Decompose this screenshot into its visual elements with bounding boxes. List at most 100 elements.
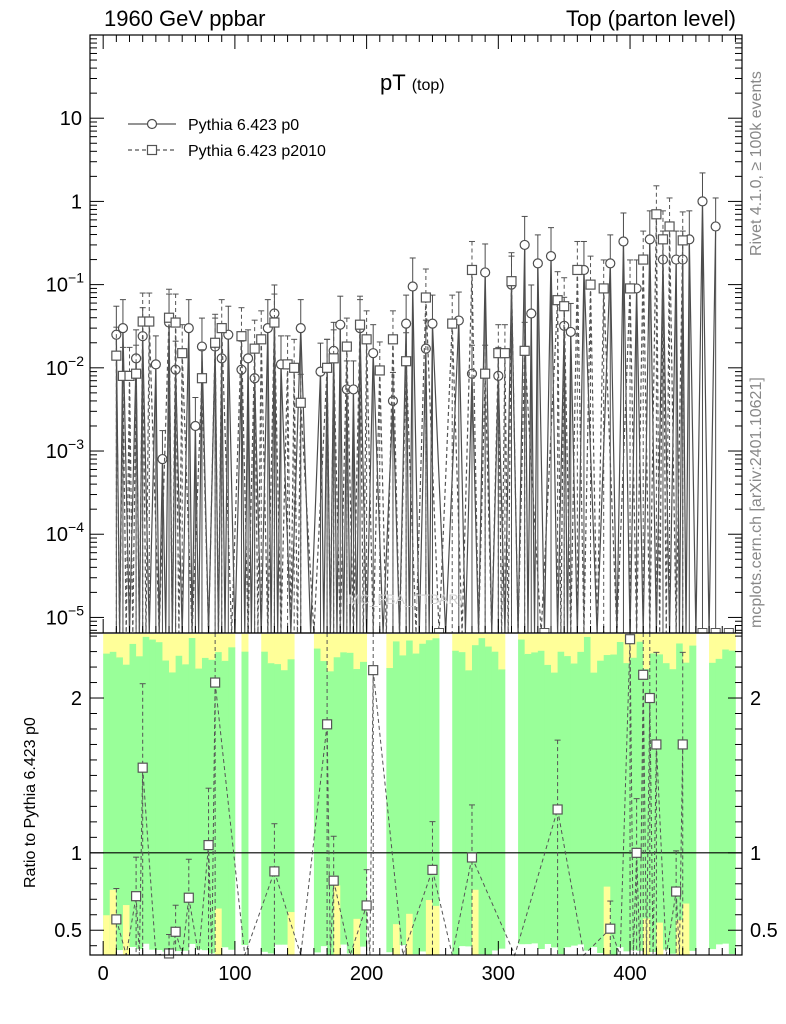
ratio-band-outer (155, 634, 163, 644)
ratio-band-outer (425, 634, 433, 642)
legend-entry-p2010: Pythia 6.423 p2010 (188, 143, 326, 160)
ratio-band-outer (392, 634, 400, 643)
ratio-band-inner (182, 664, 190, 951)
data-point-square (236, 331, 247, 342)
ratio-point (328, 875, 339, 886)
data-point-square (196, 373, 208, 384)
ratio-band-inner (333, 657, 341, 950)
data-point-square (572, 264, 583, 276)
series-line (201, 342, 216, 634)
data-point-circle (150, 359, 161, 370)
ratio-band-outer (709, 634, 717, 664)
ratio-point (651, 739, 662, 750)
mcplots-label: mcplots.cern.ch [arXiv:2401.10621] (748, 377, 765, 628)
series-line (161, 322, 170, 634)
ratio-band-outer (109, 634, 117, 653)
data-point-square (519, 345, 530, 356)
data-point-square (328, 353, 339, 364)
chart-title: pT (top) (380, 70, 445, 95)
ratio-band-inner (360, 661, 368, 947)
ratio-band-outer (432, 905, 440, 955)
ratio-y-tick-label-right: 1 (750, 843, 761, 865)
ratio-band-outer (320, 634, 328, 663)
ratio-series-line (366, 670, 374, 956)
data-point-square (341, 341, 352, 352)
data-point-square (387, 334, 399, 345)
ratio-band-inner (498, 669, 506, 949)
ratio-band-inner (327, 671, 335, 955)
ratio-band-inner (149, 639, 157, 950)
ratio-band-inner (485, 646, 493, 955)
series-line (122, 375, 131, 634)
y-tick-label: 10−4 (46, 519, 84, 546)
data-point-circle (348, 384, 359, 395)
ratio-band-outer (603, 886, 611, 955)
ratio-band-inner (188, 638, 196, 944)
ratio-band-outer (478, 634, 486, 640)
y-tick-label: 10−2 (46, 353, 84, 380)
ratio-band-inner (557, 651, 565, 955)
ratio-band-outer (544, 634, 552, 666)
ratio-band-outer (570, 634, 578, 665)
data-point-square (638, 254, 649, 265)
data-point-circle (401, 318, 412, 329)
ratio-band-inner (669, 669, 677, 954)
ratio-band-outer (162, 634, 170, 662)
ratio-band-outer (215, 634, 223, 654)
ratio-band-outer (103, 634, 111, 655)
floor-marker (723, 628, 734, 634)
data-point-circle (295, 323, 306, 334)
floor-marker (434, 628, 445, 634)
series-line (471, 269, 486, 634)
ratio-band-outer (142, 634, 150, 638)
series-line (392, 323, 407, 634)
ratio-band-outer (577, 634, 585, 653)
ratio-band-outer (432, 634, 440, 640)
data-point-square (664, 221, 675, 232)
ratio-band-inner (570, 663, 578, 946)
data-point-circle (117, 323, 129, 334)
data-point-square (585, 279, 596, 290)
ratio-y-tick-label: 2 (71, 688, 82, 710)
ratio-band-inner (287, 659, 295, 949)
series-line (688, 201, 704, 634)
data-point-square (598, 283, 609, 294)
legend-square-marker (146, 144, 158, 156)
ratio-band-outer (630, 634, 638, 659)
y-tick-label: 10−1 (46, 270, 84, 297)
ratio-band-outer (498, 634, 506, 671)
ratio-point (137, 762, 148, 773)
ratio-point (170, 926, 181, 937)
ratio-band-outer (169, 634, 177, 674)
ratio-series-line (372, 670, 433, 956)
x-tick-label: 100 (218, 963, 251, 985)
ratio-band-inner (656, 654, 664, 952)
ratio-band-inner (689, 645, 697, 951)
data-point-square (420, 292, 431, 303)
data-point-square (177, 348, 188, 359)
ratio-band-outer (267, 634, 275, 665)
ratio-band-inner (419, 643, 427, 952)
x-tick-label: 0 (98, 963, 109, 985)
ratio-band-inner (406, 640, 414, 950)
ratio-band-outer (353, 918, 361, 955)
ratio-point (671, 886, 682, 897)
data-point-circle (618, 236, 629, 247)
ratio-band-outer (564, 634, 572, 658)
ratio-band-outer (537, 634, 545, 652)
ratio-band-outer (452, 634, 460, 652)
series-line (530, 263, 539, 634)
series-line (267, 313, 276, 634)
data-point-square (295, 397, 306, 408)
series-line (655, 214, 664, 634)
data-point-square (677, 235, 688, 246)
series-line (319, 367, 328, 634)
x-tick-label: 400 (613, 963, 646, 985)
ratio-band-outer (116, 634, 124, 659)
ratio-band-outer (623, 634, 631, 665)
ratio-band-outer (175, 634, 183, 657)
ratio-band-outer (610, 634, 618, 656)
ratio-point (552, 804, 563, 815)
ratio-band-outer (360, 634, 368, 663)
energy-title: 1960 GeV ppbar (104, 6, 266, 31)
